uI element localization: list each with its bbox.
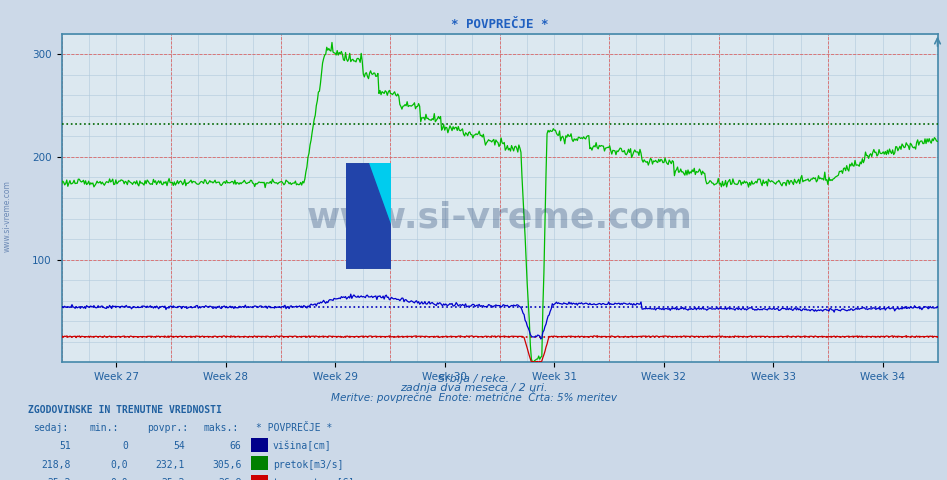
Text: sedaj:: sedaj: — [33, 423, 68, 433]
Text: 0: 0 — [122, 441, 128, 451]
Text: povpr.:: povpr.: — [147, 423, 188, 433]
Text: ZGODOVINSKE IN TRENUTNE VREDNOSTI: ZGODOVINSKE IN TRENUTNE VREDNOSTI — [28, 405, 223, 415]
Text: 51: 51 — [60, 441, 71, 451]
Text: 25,2: 25,2 — [161, 478, 185, 480]
Text: www.si-vreme.com: www.si-vreme.com — [307, 201, 692, 235]
Text: Meritve: povprečne  Enote: metrične  Črta: 5% meritev: Meritve: povprečne Enote: metrične Črta:… — [331, 391, 616, 403]
Text: pretok[m3/s]: pretok[m3/s] — [273, 459, 343, 469]
Text: min.:: min.: — [90, 423, 119, 433]
Text: www.si-vreme.com: www.si-vreme.com — [3, 180, 12, 252]
Text: 232,1: 232,1 — [155, 459, 185, 469]
Text: 26,9: 26,9 — [218, 478, 241, 480]
Text: Srbija / reke.: Srbija / reke. — [438, 373, 509, 384]
Text: maks.:: maks.: — [204, 423, 239, 433]
Text: 66: 66 — [230, 441, 241, 451]
Text: 305,6: 305,6 — [212, 459, 241, 469]
Text: * POVPREČJE *: * POVPREČJE * — [256, 423, 332, 433]
Text: 0,0: 0,0 — [110, 478, 128, 480]
Text: 218,8: 218,8 — [42, 459, 71, 469]
Text: 0,0: 0,0 — [110, 459, 128, 469]
Title: * POVPREČJE *: * POVPREČJE * — [451, 18, 548, 31]
Text: višina[cm]: višina[cm] — [273, 441, 331, 451]
Polygon shape — [368, 163, 391, 227]
Text: 54: 54 — [173, 441, 185, 451]
Text: zadnja dva meseca / 2 uri.: zadnja dva meseca / 2 uri. — [400, 383, 547, 393]
Polygon shape — [346, 163, 391, 269]
Text: 25,2: 25,2 — [47, 478, 71, 480]
Text: temperatura[C]: temperatura[C] — [273, 478, 355, 480]
Polygon shape — [346, 163, 391, 269]
